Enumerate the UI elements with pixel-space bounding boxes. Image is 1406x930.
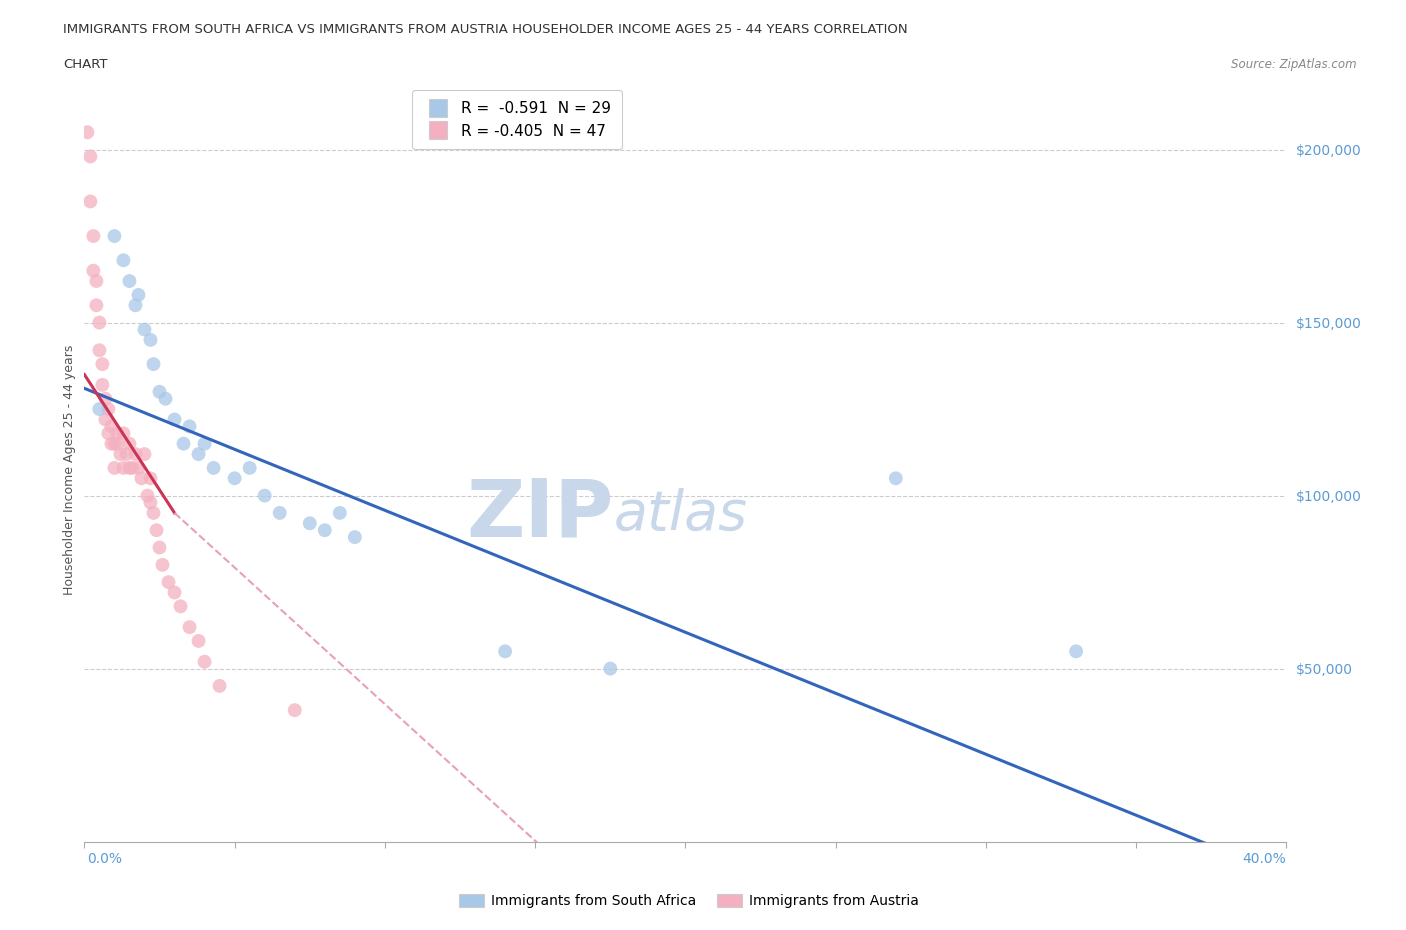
- Point: [100, 436, 122, 451]
- Point: [127, 287, 149, 302]
- Point: [139, 495, 162, 510]
- Point: [314, 523, 336, 538]
- Point: [115, 446, 138, 461]
- Legend: Immigrants from South Africa, Immigrants from Austria: Immigrants from South Africa, Immigrants…: [454, 889, 924, 914]
- Point: [79, 149, 101, 164]
- Point: [179, 418, 201, 433]
- Point: [79, 194, 101, 209]
- Point: [187, 446, 209, 461]
- Point: [89, 402, 111, 417]
- Text: CHART: CHART: [63, 58, 108, 71]
- Point: [134, 322, 156, 337]
- Point: [208, 679, 231, 694]
- Point: [103, 229, 125, 244]
- Point: [82, 229, 104, 244]
- Point: [169, 599, 191, 614]
- Point: [239, 460, 262, 475]
- Point: [86, 273, 108, 288]
- Point: [148, 540, 170, 555]
- Point: [118, 273, 141, 288]
- Point: [118, 460, 141, 475]
- Point: [145, 523, 167, 538]
- Point: [76, 125, 98, 140]
- Legend: R =  -0.591  N = 29, R = -0.405  N = 47: R = -0.591 N = 29, R = -0.405 N = 47: [412, 90, 621, 150]
- Point: [139, 471, 162, 485]
- Point: [127, 460, 149, 475]
- Text: ZIP: ZIP: [465, 475, 613, 553]
- Point: [284, 703, 307, 718]
- Point: [152, 557, 174, 572]
- Point: [134, 446, 156, 461]
- Point: [163, 585, 186, 600]
- Point: [121, 460, 143, 475]
- Point: [124, 298, 146, 312]
- Point: [86, 298, 108, 312]
- Text: 40.0%: 40.0%: [1243, 852, 1286, 866]
- Point: [112, 253, 135, 268]
- Point: [155, 392, 177, 406]
- Y-axis label: Householder Income Ages 25 - 44 years: Householder Income Ages 25 - 44 years: [63, 344, 76, 595]
- Point: [89, 343, 111, 358]
- Point: [329, 506, 352, 521]
- Point: [112, 426, 135, 441]
- Text: atlas: atlas: [613, 488, 748, 540]
- Point: [82, 263, 104, 278]
- Point: [118, 436, 141, 451]
- Point: [179, 619, 201, 634]
- Point: [131, 471, 153, 485]
- Point: [343, 530, 366, 545]
- Point: [136, 488, 159, 503]
- Point: [112, 460, 135, 475]
- Point: [107, 426, 129, 441]
- Point: [599, 661, 621, 676]
- Point: [110, 446, 132, 461]
- Point: [187, 633, 209, 648]
- Point: [163, 412, 186, 427]
- Text: IMMIGRANTS FROM SOUTH AFRICA VS IMMIGRANTS FROM AUSTRIA HOUSEHOLDER INCOME AGES : IMMIGRANTS FROM SOUTH AFRICA VS IMMIGRAN…: [63, 23, 908, 36]
- Point: [97, 402, 120, 417]
- Point: [124, 446, 146, 461]
- Point: [142, 357, 165, 372]
- Point: [142, 506, 165, 521]
- Point: [103, 460, 125, 475]
- Point: [253, 488, 276, 503]
- Point: [91, 357, 114, 372]
- Point: [194, 436, 217, 451]
- Point: [298, 516, 321, 531]
- Text: Source: ZipAtlas.com: Source: ZipAtlas.com: [1232, 58, 1357, 71]
- Point: [157, 575, 180, 590]
- Point: [884, 471, 907, 485]
- Point: [1064, 644, 1087, 658]
- Point: [194, 655, 217, 670]
- Point: [202, 460, 225, 475]
- Text: 0.0%: 0.0%: [87, 852, 122, 866]
- Point: [94, 392, 117, 406]
- Point: [100, 418, 122, 433]
- Point: [494, 644, 516, 658]
- Point: [94, 412, 117, 427]
- Point: [173, 436, 195, 451]
- Point: [269, 506, 291, 521]
- Point: [103, 436, 125, 451]
- Point: [89, 315, 111, 330]
- Point: [107, 436, 129, 451]
- Point: [224, 471, 246, 485]
- Point: [148, 384, 170, 399]
- Point: [97, 426, 120, 441]
- Point: [91, 378, 114, 392]
- Point: [139, 332, 162, 347]
